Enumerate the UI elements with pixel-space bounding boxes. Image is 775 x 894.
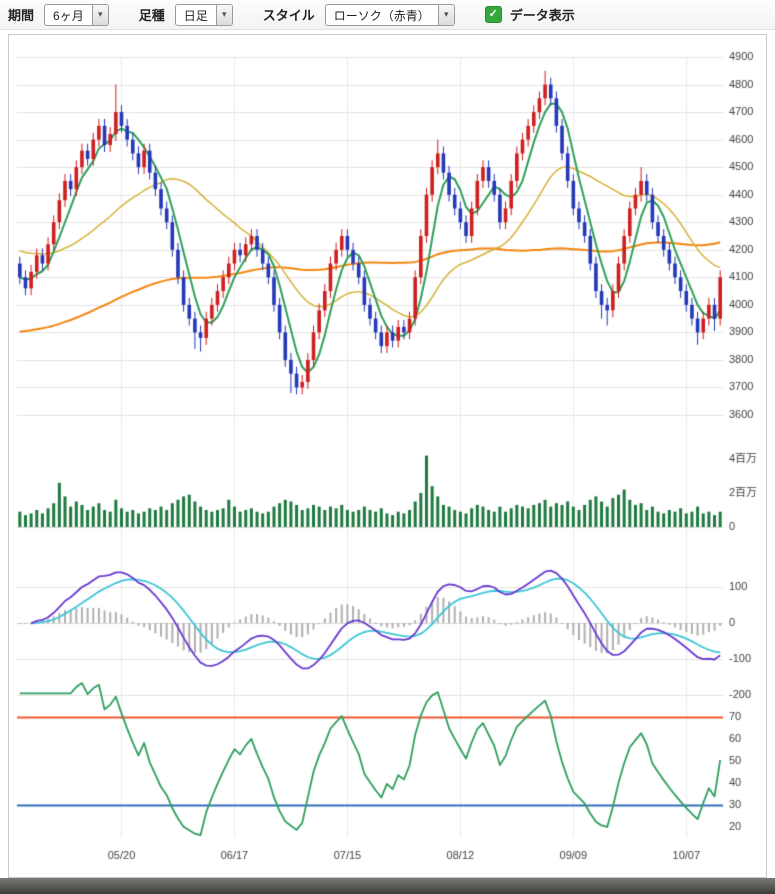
chevron-down-icon: ▾	[437, 4, 454, 25]
stock-chart-canvas[interactable]	[9, 35, 766, 877]
period-select[interactable]: 6ヶ月 ▾	[44, 3, 109, 26]
toolbar: 期間 6ヶ月 ▾ 足種 日足 ▾ スタイル ローソク（赤青） ▾ ✓ データ表示	[0, 0, 775, 30]
bar-type-label: 足種	[138, 8, 165, 23]
data-display-label: データ表示	[509, 8, 575, 23]
desktop-background	[0, 878, 775, 894]
chart-area	[8, 34, 767, 878]
chevron-down-icon: ▾	[215, 4, 232, 25]
check-icon: ✓	[488, 8, 498, 20]
style-select[interactable]: ローソク（赤青） ▾	[324, 3, 455, 26]
style-label: スタイル	[262, 8, 315, 23]
bar-type-value: 日足	[183, 8, 208, 23]
style-value: ローソク（赤青）	[333, 8, 430, 23]
chevron-down-icon: ▾	[91, 4, 108, 25]
period-value: 6ヶ月	[53, 8, 84, 23]
data-display-checkbox[interactable]: ✓	[484, 6, 502, 23]
period-label: 期間	[8, 8, 35, 23]
bar-type-select[interactable]: 日足 ▾	[174, 3, 233, 26]
